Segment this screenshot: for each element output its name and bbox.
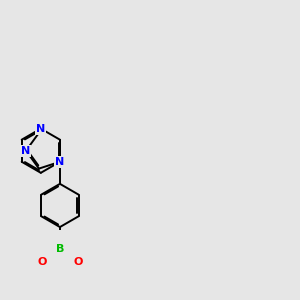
Text: O: O: [73, 257, 83, 267]
Text: B: B: [56, 244, 64, 254]
Text: O: O: [38, 257, 47, 267]
Text: N: N: [55, 157, 64, 167]
Text: N: N: [36, 124, 45, 134]
Text: N: N: [21, 146, 31, 156]
